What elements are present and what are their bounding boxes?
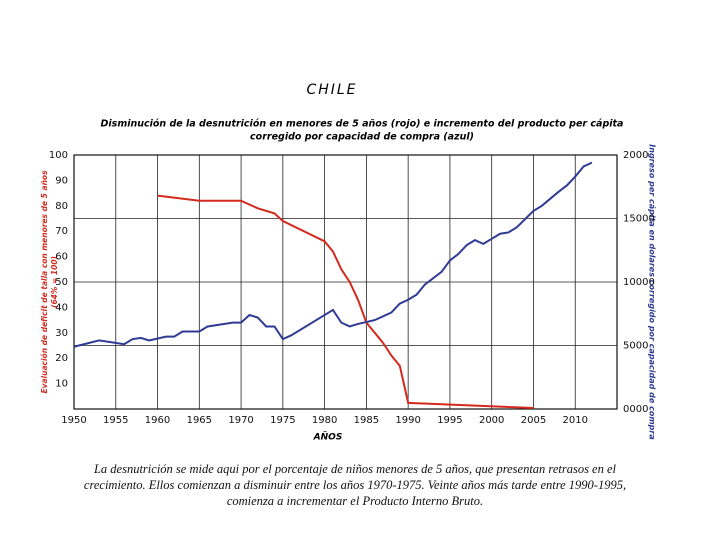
y-tick-label: 10 <box>55 379 68 390</box>
y-tick-label: 20 <box>55 353 68 364</box>
x-tick-label: 1990 <box>395 415 420 426</box>
series-line <box>73 161 593 348</box>
series-line <box>157 194 534 409</box>
x-tick-label: 1955 <box>103 415 128 426</box>
y-tick-label: 60 <box>55 252 68 263</box>
x-tick-label: 1980 <box>312 415 337 426</box>
plot-frame <box>73 154 618 410</box>
y-tick-label: 80 <box>55 201 68 212</box>
x-tick-label: 2005 <box>521 415 546 426</box>
x-tick-label: 1950 <box>61 415 86 426</box>
x-tick-label: 1985 <box>354 415 379 426</box>
y2-tick-label: 2000 <box>623 150 648 161</box>
x-tick-label: 1965 <box>187 415 212 426</box>
y-tick-label: 40 <box>55 302 68 313</box>
x-tick-label: 2000 <box>479 415 504 426</box>
y-tick-label: 90 <box>55 175 68 186</box>
y2-tick-label: 5000 <box>623 341 648 352</box>
y-tick-label: 100 <box>49 150 68 161</box>
y-tick-label: 50 <box>55 277 68 288</box>
y2-tick-label: 15000 <box>623 214 655 225</box>
y-tick-label: 30 <box>55 328 68 339</box>
x-tick-label: 2010 <box>563 415 588 426</box>
x-axis-label: AÑOS <box>313 432 343 443</box>
caption: La desnutrición se mide aqui por el porc… <box>93 462 617 476</box>
caption: comienza a incrementar el Producto Inter… <box>227 494 483 508</box>
x-tick-label: 1975 <box>270 415 295 426</box>
x-tick-label: 1995 <box>437 415 462 426</box>
y2-axis-label: Ingreso per cápita en dolares corregido … <box>648 144 657 439</box>
chart-title: CHILE <box>306 82 357 98</box>
y-axis-label: (64% = 100) <box>50 256 59 308</box>
y2-tick-label: 10000 <box>623 277 655 288</box>
chart-subtitle: corregido por capacidad de compra (azul) <box>250 132 474 143</box>
chart-subtitle: Disminución de la desnutrición en menore… <box>101 119 624 130</box>
y-tick-label: 70 <box>55 226 68 237</box>
x-tick-label: 1960 <box>145 415 170 426</box>
y-axis-label: Evaluación de deficit de talla con menor… <box>40 170 49 394</box>
caption: crecimiento. Ellos comienzan a disminuir… <box>84 478 626 492</box>
y2-tick-label: 0000 <box>623 404 648 415</box>
x-tick-label: 1970 <box>228 415 253 426</box>
